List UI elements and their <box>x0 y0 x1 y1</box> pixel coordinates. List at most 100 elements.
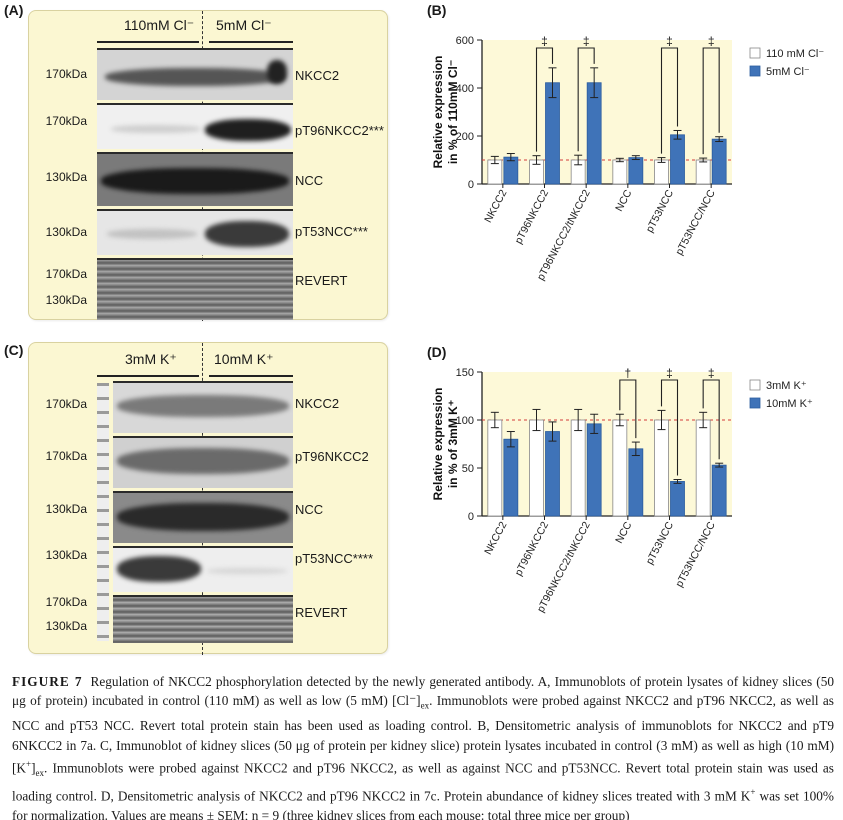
chart-d-bar-control <box>654 419 669 517</box>
panel-a-protein-2: pT96NKCC2*** <box>295 123 384 138</box>
blot-strip-nkcc2 <box>97 48 293 100</box>
panel-a-protein-4: pT53NCC*** <box>295 224 368 239</box>
blot-strip-revert-c <box>113 595 293 643</box>
chart-d-significance-bracket <box>660 379 679 476</box>
chart-d-legend-label: 3mM K⁺ <box>766 380 807 392</box>
panel-c-protein-4: pT53NCC**** <box>295 551 374 566</box>
chart-b-significance-symbol: ‡ <box>583 34 590 48</box>
chart-d-y-label-line2: in % of 3mM K⁺ <box>446 400 460 488</box>
ladder-lane <box>97 383 109 641</box>
panel-a-blot: 110mM Cl⁻ 5mM Cl⁻ 170kDa 170kDa 130kDa 1… <box>28 10 388 321</box>
blot-strip-pt53ncc-c <box>113 546 293 592</box>
caption-seg3: . Immunoblots were probed against NKCC2 … <box>12 760 834 804</box>
chart-d-legend-swatch <box>749 397 761 409</box>
chart-b-bar-control <box>695 159 711 185</box>
chart-d-bar-control <box>529 419 544 517</box>
figure-caption: FIGURE 7 Regulation of NKCC2 phosphorylat… <box>12 672 834 820</box>
chart-d-bar-control <box>570 419 586 517</box>
panel-c-condition-line-right <box>209 375 293 377</box>
panel-a-condition-line-right <box>209 41 293 43</box>
chart-b-plot-area <box>482 40 732 184</box>
chart-d-bar-treatment <box>586 423 602 517</box>
blot-strip-ncc <box>97 152 293 206</box>
panel-a-kda-3: 130kDa <box>45 170 87 184</box>
chart-d-bar-treatment <box>711 464 727 517</box>
chart-b-bar-treatment <box>628 157 644 185</box>
chart-d-plot-area <box>482 372 732 516</box>
caption-seg4: was set 100% for normalization. Values a… <box>12 788 834 820</box>
chart-b-y-tick-label: 400 <box>456 83 474 95</box>
blot-strip-ncc-c <box>113 491 293 543</box>
chart-d-bar-control <box>612 419 628 517</box>
chart-b-legend-swatch <box>749 65 761 77</box>
panel-a-kda-5b: 130kDa <box>45 293 87 307</box>
panel-b-letter: (B) <box>427 2 447 18</box>
panel-c-protein-1: NKCC2 <box>295 396 340 411</box>
chart-d-x-tick-label: NCC <box>613 519 634 545</box>
caption-sup3: + <box>750 787 756 798</box>
panel-a-kda-5a: 170kDa <box>45 267 87 281</box>
chart-b-x-tick-label: NCC <box>613 187 634 213</box>
panel-c-kda-4: 130kDa <box>45 548 87 562</box>
figure-label: FIGURE 7 <box>12 674 83 689</box>
chart-b-legend-swatch <box>749 47 761 59</box>
caption-sub1: ex <box>420 700 430 711</box>
chart-d-x-tick-label: pT53NCC <box>644 519 677 566</box>
panel-c-condition-line-left <box>97 375 199 377</box>
panel-a-protein-3: NCC <box>295 173 324 188</box>
chart-b-x-tick-label: NKCC2 <box>482 188 509 225</box>
chart-d: 0 50 100 150 Relative expression in % of 3mM … <box>431 366 813 615</box>
panel-c-kda-2: 170kDa <box>45 449 87 463</box>
chart-b-significance-symbol: ‡ <box>541 34 548 48</box>
caption-seg2b: ] <box>31 760 36 776</box>
chart-d-significance-symbol: ‡ <box>708 366 715 380</box>
blot-strip-revert <box>97 258 293 320</box>
chart-d-significance-symbol: † <box>624 366 631 380</box>
panel-c-condition-right: 10mM K⁺ <box>214 351 274 367</box>
chart-d-legend-swatch <box>749 379 761 391</box>
chart-d-significance-bracket <box>619 379 637 439</box>
panel-a-kda-1: 170kDa <box>45 67 87 81</box>
chart-b-significance-symbol: ‡ <box>666 34 673 48</box>
panel-a-condition-right: 5mM Cl⁻ <box>216 17 272 33</box>
panel-c-letter: (C) <box>4 342 24 358</box>
panel-c-kda-1: 170kDa <box>45 397 87 411</box>
chart-b: 0 200 400 600 Relative expression in % of 110… <box>431 34 824 283</box>
chart-b-bar-treatment <box>711 138 727 185</box>
panel-c-blot: 3mM K⁺ 10mM K⁺ 170kDa 170kDa 130kDa 130k… <box>28 342 388 655</box>
chart-d-x-tick-label: pT96NKCC2 <box>513 520 552 578</box>
chart-d-x-tick-label: pT53NCC/NCC <box>673 519 718 589</box>
caption-sub2: ex <box>35 767 45 778</box>
chart-b-bar-control <box>612 159 628 185</box>
panel-a-condition-left: 110mM Cl⁻ <box>124 17 195 33</box>
panel-c-protein-3: NCC <box>295 502 324 517</box>
chart-d-bar-treatment <box>670 481 685 517</box>
chart-d-bar-treatment <box>503 438 519 517</box>
chart-b-x-tick-label: pT53NCC <box>644 187 677 234</box>
chart-d-bar-treatment <box>545 431 560 517</box>
chart-d-x-tick-label: NKCC2 <box>482 520 509 557</box>
chart-d-y-tick-label: 50 <box>462 463 474 475</box>
panel-c-protein-2: pT96NKCC2 <box>295 449 369 464</box>
panel-a-letter: (A) <box>4 2 24 18</box>
chart-b-legend-label: 110 mM Cl⁻ <box>766 48 824 60</box>
chart-b-y-tick-label: 200 <box>456 131 474 143</box>
chart-b-y-label-line2: in % of 110mM Cl⁻ <box>446 60 460 164</box>
panel-c-kda-5b: 130kDa <box>45 619 87 633</box>
blot-strip-pt53ncc <box>97 209 293 255</box>
chart-b-bar-treatment <box>670 134 685 185</box>
chart-b-x-tick-label: pT53NCC/NCC <box>673 187 718 257</box>
panel-a-protein-5: REVERT <box>295 273 348 288</box>
chart-b-significance-bracket <box>577 47 595 152</box>
panel-c-protein-5: REVERT <box>295 605 348 620</box>
chart-d-significance-bracket <box>702 379 720 460</box>
panel-c-kda-3: 130kDa <box>45 502 87 516</box>
chart-b-bar-control <box>654 159 669 185</box>
chart-b-y-label-line1: Relative expression <box>431 56 445 169</box>
chart-b-x-tick-label: pT96NKCC2 <box>513 188 552 246</box>
chart-d-bar-control <box>487 419 503 517</box>
chart-b-significance-bracket <box>535 47 554 152</box>
chart-b-significance-bracket <box>660 47 679 154</box>
caption-sup2: + <box>26 758 32 769</box>
panel-c-kda-5a: 170kDa <box>45 595 87 609</box>
